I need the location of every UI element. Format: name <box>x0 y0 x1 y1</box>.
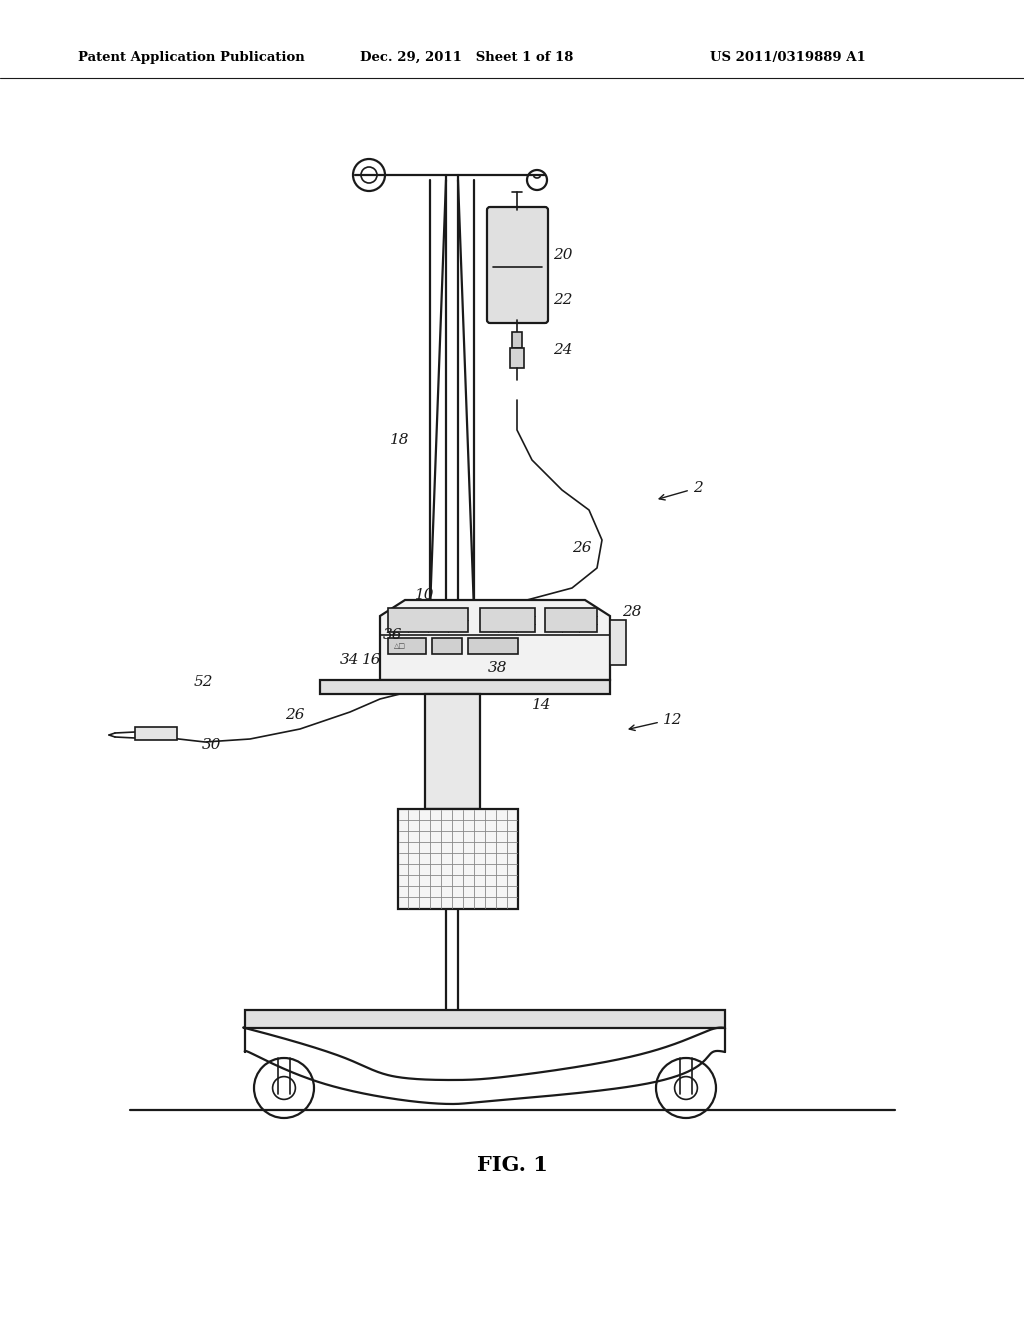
Bar <box>545 609 597 632</box>
Text: 36: 36 <box>383 628 402 642</box>
Polygon shape <box>380 601 610 680</box>
Bar <box>135 727 177 741</box>
Bar <box>480 609 535 632</box>
Text: 16: 16 <box>362 653 382 667</box>
Bar <box>388 638 426 653</box>
Text: 22: 22 <box>553 293 572 308</box>
Bar <box>610 620 626 665</box>
Bar <box>432 638 462 653</box>
Bar <box>245 1010 725 1028</box>
Text: Dec. 29, 2011   Sheet 1 of 18: Dec. 29, 2011 Sheet 1 of 18 <box>360 50 573 63</box>
Text: △□: △□ <box>394 643 406 649</box>
Text: US 2011/0319889 A1: US 2011/0319889 A1 <box>710 50 865 63</box>
Text: 26: 26 <box>572 541 592 554</box>
Bar <box>468 638 518 653</box>
Bar <box>512 333 522 348</box>
Bar <box>388 609 468 632</box>
Text: 12: 12 <box>663 713 683 727</box>
Text: 18: 18 <box>390 433 410 447</box>
Text: 26: 26 <box>285 708 304 722</box>
Bar <box>425 694 480 809</box>
Bar <box>398 809 518 909</box>
Text: 14: 14 <box>532 698 552 711</box>
Text: 10: 10 <box>415 587 434 602</box>
Text: 30: 30 <box>202 738 221 752</box>
Text: 24: 24 <box>553 343 572 356</box>
Text: 38: 38 <box>488 661 508 675</box>
Bar <box>510 348 524 368</box>
Text: 2: 2 <box>693 480 702 495</box>
Text: FIG. 1: FIG. 1 <box>476 1155 548 1175</box>
Text: 34: 34 <box>340 653 359 667</box>
Text: 28: 28 <box>622 605 641 619</box>
FancyBboxPatch shape <box>487 207 548 323</box>
Text: 20: 20 <box>553 248 572 261</box>
Text: 52: 52 <box>194 675 213 689</box>
Bar <box>319 680 610 694</box>
Text: Patent Application Publication: Patent Application Publication <box>78 50 305 63</box>
